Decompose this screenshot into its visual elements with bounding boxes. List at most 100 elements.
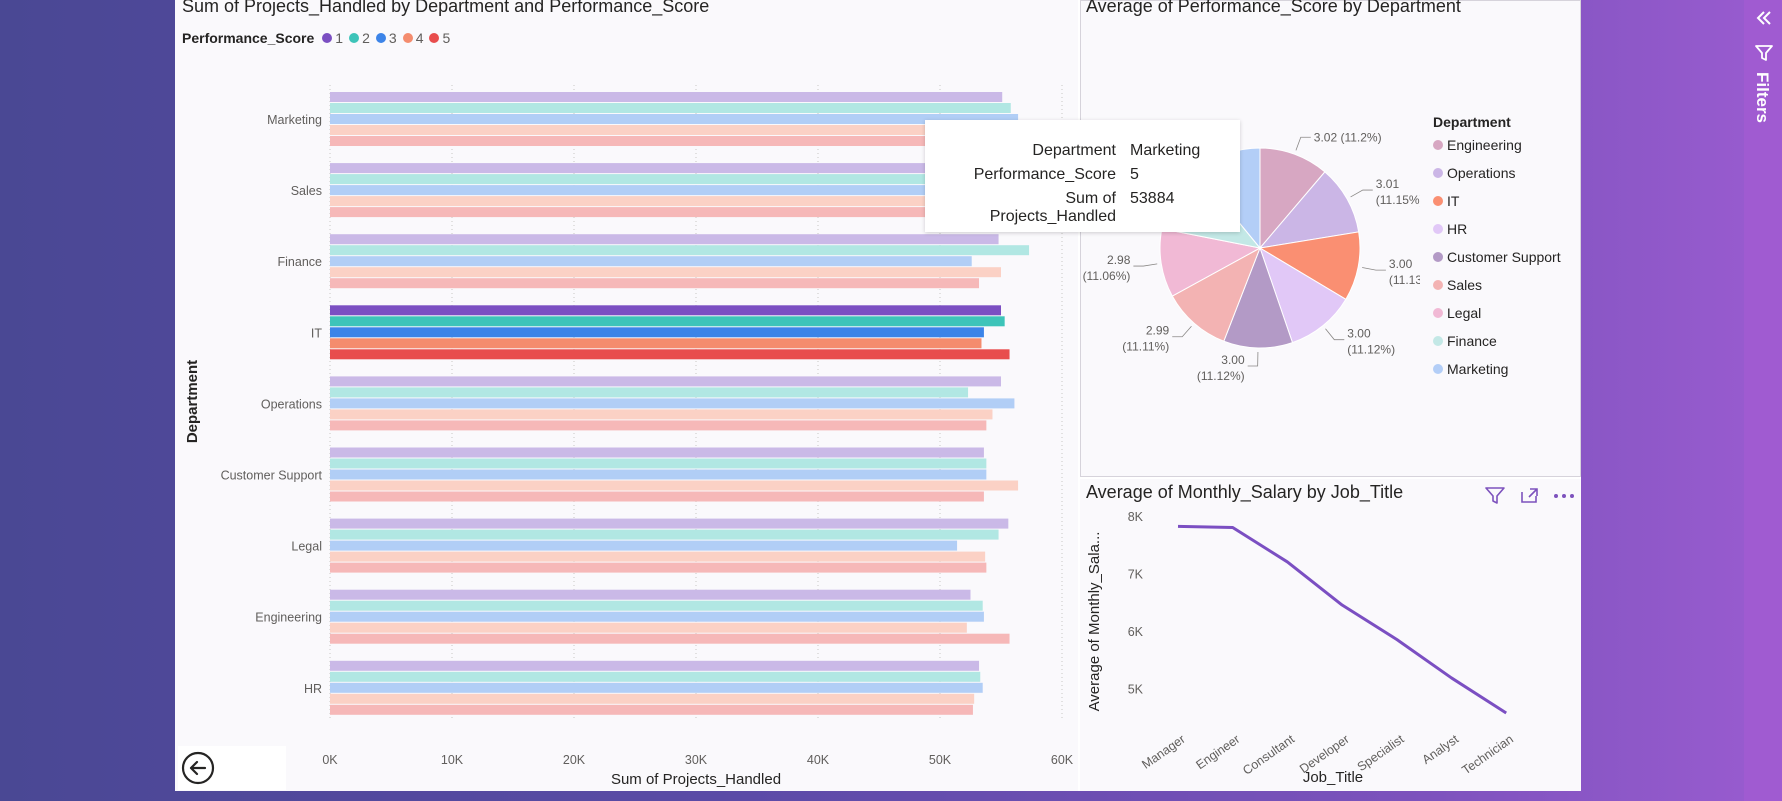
bar-engineering-score-5[interactable]: [330, 633, 1010, 644]
pie-legend-item[interactable]: HR: [1433, 221, 1467, 237]
bar-hr-score-4[interactable]: [330, 693, 975, 704]
x-tick-label: 40K: [807, 753, 830, 767]
bar-legend-item[interactable]: 5: [429, 30, 450, 46]
y-tick-label: IT: [311, 326, 322, 340]
bar-engineering-score-2[interactable]: [330, 600, 983, 611]
bar-operations-score-1[interactable]: [330, 376, 1001, 387]
x-tick-label: Manager: [1139, 732, 1187, 772]
pie-slice-operations[interactable]: [1258, 171, 1360, 249]
pie-legend-item[interactable]: Operations: [1433, 165, 1515, 181]
bar-marketing-score-3[interactable]: [330, 114, 1019, 124]
x-tick-label: 30K: [685, 753, 708, 767]
bar-legend-item[interactable]: 2: [349, 30, 370, 46]
filter-icon: [1485, 487, 1505, 504]
bar-operations-score-5[interactable]: [330, 420, 987, 431]
bar-legend-item[interactable]: 4: [402, 30, 423, 46]
y-axis-title: Average of Monthly_Sala...: [1086, 532, 1103, 712]
bar-engineering-score-1[interactable]: [330, 589, 971, 600]
legend-dot: [1433, 196, 1443, 206]
bar-hr-score-2[interactable]: [330, 671, 981, 682]
bar-customer-support-score-1[interactable]: [330, 447, 984, 458]
filters-label[interactable]: Filters: [1753, 72, 1772, 124]
bar-it-score-3[interactable]: [330, 327, 984, 338]
pie-slice-hr[interactable]: [1259, 246, 1347, 344]
bar-legal-score-1[interactable]: [330, 518, 1009, 529]
bar-customer-support-score-2[interactable]: [330, 458, 987, 469]
tooltip: Department Marketing Performance_Score 5…: [925, 120, 1240, 232]
filters-pane-collapsed[interactable]: [1744, 0, 1782, 801]
pie-legend-item[interactable]: Legal: [1433, 305, 1481, 321]
bar-hr-score-1[interactable]: [330, 660, 980, 671]
pie-slice-sales[interactable]: [1171, 246, 1261, 342]
bar-it-score-4[interactable]: [330, 338, 982, 349]
pie-data-label: 3.01 (11.15%): [1376, 177, 1420, 207]
bar-marketing-score-2[interactable]: [330, 103, 1011, 113]
bar-operations-score-3[interactable]: [330, 398, 1015, 409]
legend-label: Legal: [1447, 305, 1482, 321]
pie-legend-item[interactable]: Marketing: [1433, 361, 1508, 377]
bar-hr-score-5[interactable]: [330, 704, 973, 715]
bar-legend-item[interactable]: 3: [375, 30, 397, 46]
expand-filters-button[interactable]: [1752, 6, 1776, 30]
y-tick-label: 7K: [1128, 567, 1144, 581]
pie-data-label: 3.00 (11.12%): [1197, 353, 1245, 383]
bar-it-score-5[interactable]: [330, 349, 1010, 360]
x-tick-label: Technician: [1459, 732, 1515, 777]
y-tick-label: 5K: [1128, 682, 1144, 696]
bar-sales-score-2[interactable]: [330, 174, 997, 185]
bar-sales-score-3[interactable]: [330, 185, 992, 196]
bar-marketing-score-1[interactable]: [330, 92, 1003, 102]
bar-sales-score-1[interactable]: [330, 163, 993, 174]
bar-legal-score-3[interactable]: [330, 540, 958, 551]
bar-it-score-1[interactable]: [330, 305, 1001, 316]
pie-slice-engineering[interactable]: [1259, 147, 1326, 250]
bar-finance-score-3[interactable]: [330, 256, 972, 267]
bar-sales-score-5[interactable]: [330, 207, 978, 218]
bar-finance-score-4[interactable]: [330, 267, 1001, 278]
salary-line[interactable]: [1177, 524, 1508, 715]
bar-engineering-score-4[interactable]: [330, 622, 967, 633]
bar-marketing-score-4[interactable]: [330, 125, 984, 135]
pie-chart-plot[interactable]: 3.02 (11.2%) 3.01(11.15%) 3.00(11.13%) 3.00…: [1080, 0, 1420, 477]
bar-legal-score-5[interactable]: [330, 562, 987, 573]
bar-finance-score-2[interactable]: [330, 245, 1030, 256]
bar-finance-score-5[interactable]: [330, 278, 980, 289]
pie-legend-item[interactable]: Finance: [1433, 333, 1497, 349]
bar-marketing-score-5[interactable]: [330, 136, 988, 146]
bar-engineering-score-3[interactable]: [330, 611, 984, 622]
bar-it-score-2[interactable]: [330, 316, 1005, 327]
bar-customer-support-score-3[interactable]: [330, 469, 987, 480]
bar-legal-score-4[interactable]: [330, 551, 986, 562]
pie-legend-item[interactable]: IT: [1433, 193, 1459, 209]
focus-mode-button[interactable]: [1516, 484, 1542, 508]
pie-legend-item[interactable]: Engineering: [1433, 137, 1522, 153]
pie-slice-customer-support[interactable]: [1223, 246, 1294, 349]
bar-operations-score-2[interactable]: [330, 387, 969, 398]
filter-icon: [1755, 45, 1773, 61]
back-arrow-icon: [181, 751, 215, 785]
y-tick-label: Operations: [261, 397, 322, 411]
pie-slice-it[interactable]: [1258, 231, 1361, 301]
pie-leader-line: [1325, 328, 1345, 341]
tooltip-row-projects: Sum of Projects_Handled 53884: [945, 190, 1222, 225]
bar-legend-item[interactable]: 1: [322, 30, 343, 46]
tooltip-key: Performance_Score: [973, 166, 1116, 183]
pie-leader-line: [1172, 325, 1192, 338]
bar-sales-score-4[interactable]: [330, 196, 977, 207]
pie-legend-item[interactable]: Customer Support: [1433, 249, 1561, 265]
bar-customer-support-score-5[interactable]: [330, 491, 984, 502]
bar-customer-support-score-4[interactable]: [330, 480, 1019, 491]
pie-legend-item[interactable]: Sales: [1433, 277, 1482, 293]
pie-data-label: 3.02 (11.2%): [1314, 130, 1382, 144]
line-chart-visual[interactable]: [1080, 479, 1581, 791]
bar-legal-score-2[interactable]: [330, 529, 999, 540]
bar-operations-score-4[interactable]: [330, 409, 993, 420]
filter-visual-button[interactable]: [1482, 484, 1508, 508]
bar-finance-score-1[interactable]: [330, 234, 999, 245]
y-axis-title: Department: [184, 360, 201, 443]
more-options-button[interactable]: [1550, 484, 1578, 508]
back-button[interactable]: [178, 746, 286, 790]
bar-chart-plot[interactable]: 0K 10K 20K 30K 40K 50K 60K Marketing Sales Financ…: [175, 50, 1078, 791]
bar-hr-score-3[interactable]: [330, 682, 983, 693]
